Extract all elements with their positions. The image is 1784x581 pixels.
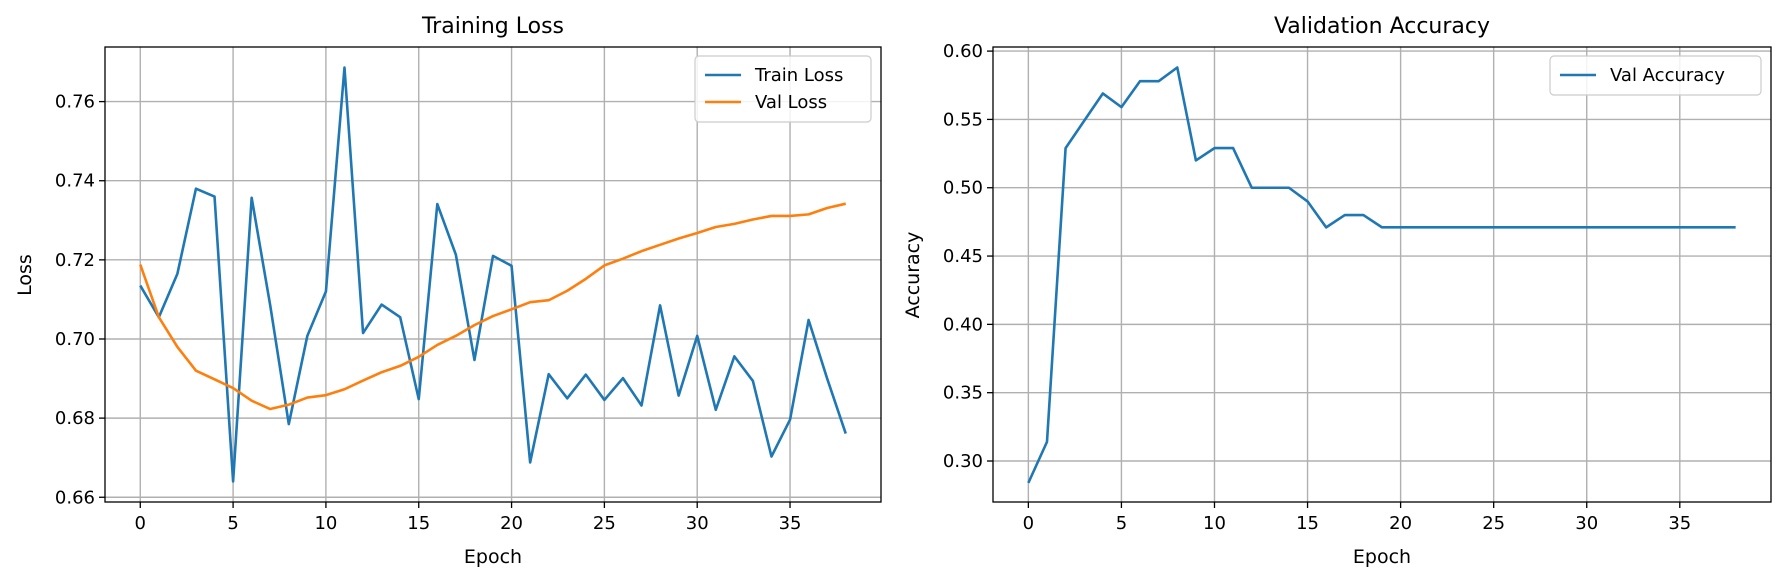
y-tick-label: 0.45 <box>943 246 983 267</box>
val-loss-line <box>139 202 847 411</box>
y-tick-label: 0.40 <box>943 314 983 335</box>
grid <box>993 47 1771 502</box>
legend-box <box>694 55 872 123</box>
plot-frame <box>992 46 1772 503</box>
x-axis-ticks: 0 5 10 15 20 25 30 35 <box>1023 502 1691 534</box>
legend-label: Val Accuracy <box>1610 65 1725 86</box>
y-axis-ticks: 0.66 0.68 0.70 0.72 0.74 0.76 <box>55 92 105 508</box>
x-tick-label: 5 <box>227 513 238 534</box>
x-axis-label: Epoch <box>1353 546 1411 568</box>
chart-title: Training Loss <box>421 14 564 39</box>
y-axis-label: Accuracy <box>902 232 924 319</box>
legend: Val Accuracy <box>1549 55 1762 96</box>
x-tick-label: 5 <box>1116 513 1127 534</box>
y-tick-label: 0.74 <box>55 171 95 192</box>
x-axis-label: Epoch <box>464 546 522 568</box>
series-lines <box>139 66 847 483</box>
validation-accuracy-chart: Validation Accuracy Epoch Accuracy 0 5 10 1… <box>902 14 1772 568</box>
training-loss-chart: Training Loss Epoch Loss 0 5 10 15 20 25 30 35 … <box>14 14 882 568</box>
x-tick-label: 35 <box>779 513 802 534</box>
y-tick-label: 0.55 <box>943 109 983 130</box>
y-tick-label: 0.66 <box>55 487 95 508</box>
x-tick-label: 15 <box>1296 513 1319 534</box>
x-tick-label: 25 <box>1482 513 1505 534</box>
x-tick-label: 10 <box>314 513 337 534</box>
x-tick-label: 15 <box>407 513 430 534</box>
x-tick-label: 20 <box>1389 513 1412 534</box>
chart-title: Validation Accuracy <box>1274 14 1490 39</box>
x-tick-label: 20 <box>500 513 523 534</box>
train-loss-line <box>139 66 847 483</box>
x-tick-label: 10 <box>1203 513 1226 534</box>
x-axis-ticks: 0 5 10 15 20 25 30 35 <box>135 502 802 534</box>
x-tick-label: 30 <box>1575 513 1598 534</box>
plot-frame <box>104 46 882 503</box>
legend-label: Train Loss <box>754 65 843 86</box>
x-tick-label: 30 <box>686 513 709 534</box>
legend: Train Loss Val Loss <box>694 55 872 123</box>
y-tick-label: 0.60 <box>943 41 983 62</box>
x-tick-label: 35 <box>1668 513 1691 534</box>
legend-label: Val Loss <box>755 92 827 113</box>
x-tick-label: 25 <box>593 513 616 534</box>
val-accuracy-line <box>1027 66 1736 484</box>
y-tick-label: 0.35 <box>943 383 983 404</box>
y-tick-label: 0.70 <box>55 329 95 350</box>
y-axis-label: Loss <box>14 254 36 296</box>
y-tick-label: 0.76 <box>55 92 95 113</box>
legend-box <box>1549 55 1762 96</box>
series-lines <box>1027 66 1736 484</box>
x-tick-label: 0 <box>135 513 146 534</box>
x-tick-label: 0 <box>1023 513 1034 534</box>
y-axis-ticks: 0.30 0.35 0.40 0.45 0.50 0.55 0.60 <box>943 41 993 472</box>
y-tick-label: 0.50 <box>943 178 983 199</box>
y-tick-label: 0.72 <box>55 250 95 271</box>
y-tick-label: 0.30 <box>943 451 983 472</box>
y-tick-label: 0.68 <box>55 408 95 429</box>
